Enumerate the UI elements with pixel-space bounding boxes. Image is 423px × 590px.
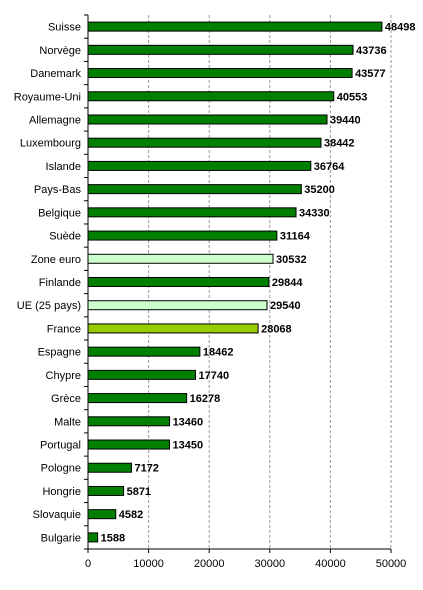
bar-14 xyxy=(87,346,201,357)
category-label-19: Pologne xyxy=(41,463,81,475)
bar-2 xyxy=(87,68,353,79)
category-label-10: Zone euro xyxy=(31,254,81,266)
value-label-3: 40553 xyxy=(337,91,368,103)
bar-9 xyxy=(87,230,278,241)
value-label-20: 5871 xyxy=(127,486,151,498)
bar-10 xyxy=(87,253,274,264)
bar-8 xyxy=(87,207,297,218)
category-label-7: Pays-Bas xyxy=(34,184,82,196)
bar-15 xyxy=(87,369,197,380)
category-label-1: Norvège xyxy=(39,45,81,57)
x-tick-label-2: 20000 xyxy=(194,558,225,570)
bar-13 xyxy=(87,323,259,334)
bar-6 xyxy=(87,160,312,171)
value-label-7: 35200 xyxy=(304,184,335,196)
bar-22 xyxy=(87,532,99,543)
category-label-4: Allemagne xyxy=(29,114,81,126)
value-label-2: 43577 xyxy=(355,68,386,80)
value-label-4: 39440 xyxy=(330,114,361,126)
category-label-9: Suède xyxy=(49,231,81,243)
bar-12 xyxy=(87,300,268,311)
category-label-2: Danemark xyxy=(30,68,81,80)
value-label-15: 17740 xyxy=(199,370,230,382)
value-label-16: 16278 xyxy=(190,393,221,405)
bar-11 xyxy=(87,277,270,287)
bar-5 xyxy=(87,137,322,148)
category-label-8: Belgique xyxy=(38,207,81,219)
value-label-0: 48498 xyxy=(385,22,416,34)
category-label-0: Suisse xyxy=(48,22,81,34)
bar-4 xyxy=(87,114,328,125)
value-label-8: 34330 xyxy=(299,207,330,219)
category-label-13: France xyxy=(47,323,81,335)
bar-17 xyxy=(87,416,171,427)
bar-0 xyxy=(87,21,383,32)
category-label-22: Bulgarie xyxy=(41,532,81,544)
category-label-20: Hongrie xyxy=(42,486,81,498)
value-label-22: 1588 xyxy=(101,532,125,544)
value-label-21: 4582 xyxy=(119,509,143,521)
category-label-17: Malte xyxy=(54,416,81,428)
value-label-18: 13450 xyxy=(173,440,204,452)
x-tick-label-3: 30000 xyxy=(255,558,286,570)
x-tick-label-4: 40000 xyxy=(315,558,346,570)
value-label-11: 29844 xyxy=(272,277,303,289)
category-label-6: Islande xyxy=(46,161,81,173)
value-label-10: 30532 xyxy=(276,254,307,266)
x-tick-label-0: 0 xyxy=(85,558,91,570)
value-label-19: 7172 xyxy=(134,463,158,475)
x-tick-label-5: 50000 xyxy=(376,558,407,570)
value-label-13: 28068 xyxy=(261,323,292,335)
value-label-14: 18462 xyxy=(203,347,234,359)
category-label-15: Chypre xyxy=(46,370,81,382)
category-label-18: Portugal xyxy=(40,440,81,452)
value-label-1: 43736 xyxy=(356,45,387,57)
bar-20 xyxy=(87,485,125,496)
value-label-12: 29540 xyxy=(270,300,301,312)
category-label-14: Espagne xyxy=(38,347,81,359)
category-label-5: Luxembourg xyxy=(20,138,81,150)
bar-21 xyxy=(87,509,117,520)
bar-16 xyxy=(87,393,188,404)
value-label-9: 31164 xyxy=(280,231,311,243)
bar-19 xyxy=(87,462,132,473)
x-tick-label-1: 10000 xyxy=(133,558,164,570)
value-label-5: 38442 xyxy=(324,138,355,150)
bar-7 xyxy=(87,184,302,195)
category-label-12: UE (25 pays) xyxy=(17,300,81,312)
bar-1 xyxy=(87,44,354,55)
category-label-3: Royaume-Uni xyxy=(14,91,81,103)
category-label-16: Grèce xyxy=(51,393,81,405)
category-label-21: Slovaquie xyxy=(33,509,81,521)
value-label-6: 36764 xyxy=(314,161,345,173)
bar-18 xyxy=(87,439,171,450)
bar-3 xyxy=(87,91,335,102)
value-label-17: 13460 xyxy=(173,416,204,428)
category-label-11: Finlande xyxy=(39,277,81,289)
